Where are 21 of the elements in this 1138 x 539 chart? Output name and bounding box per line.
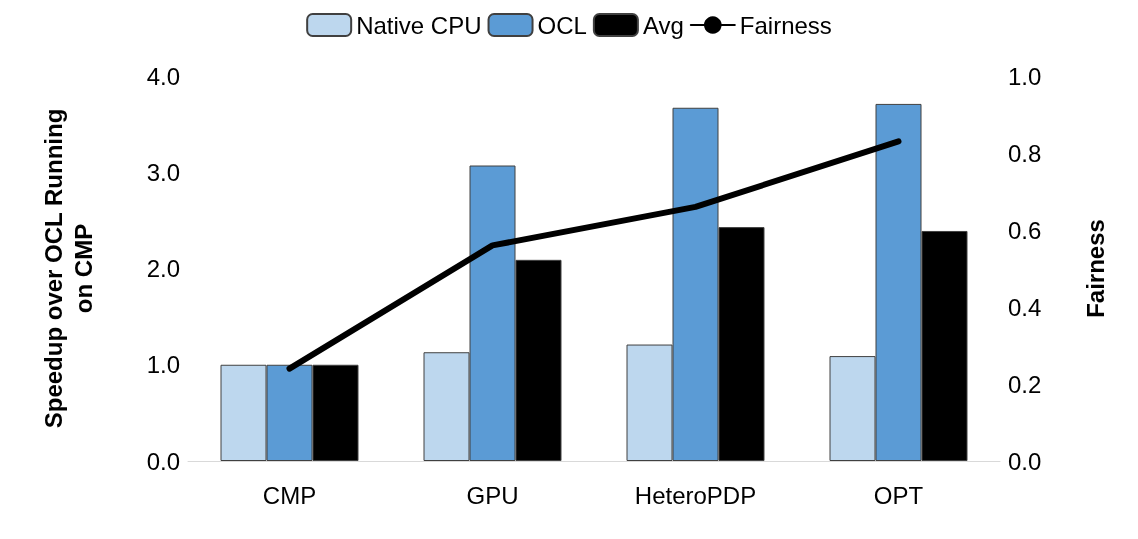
x-tick-label: HeteroPDP — [634, 481, 757, 509]
y2-tick-label: 0.0 — [1008, 447, 1042, 475]
y-tick-label: 3.0 — [146, 158, 180, 186]
y2-tick-label: 0.8 — [1008, 139, 1042, 167]
y2-tick-label: 0.4 — [1008, 293, 1042, 321]
x-tick-label: OPT — [873, 481, 924, 509]
legend-label: Fairness — [739, 11, 832, 39]
legend-label: Native CPU — [356, 11, 482, 39]
legend-label: Avg — [642, 11, 684, 39]
y2-axis-title: Fairness — [1081, 219, 1109, 318]
y-tick-label: 4.0 — [146, 62, 180, 90]
y2-tick-label: 0.6 — [1008, 216, 1042, 244]
legend-label: OCL — [537, 11, 587, 39]
y2-tick-label: 0.2 — [1008, 370, 1042, 398]
x-tick-label: CMP — [262, 481, 317, 509]
y-tick-label: 0.0 — [146, 447, 180, 475]
y-tick-label: 2.0 — [146, 255, 180, 282]
x-tick-label: GPU — [466, 481, 519, 509]
y2-tick-label: 1.0 — [1008, 62, 1042, 90]
y-axis-title: Speedup over OCL Running on CMP — [39, 108, 97, 429]
y-tick-label: 1.0 — [146, 351, 180, 379]
